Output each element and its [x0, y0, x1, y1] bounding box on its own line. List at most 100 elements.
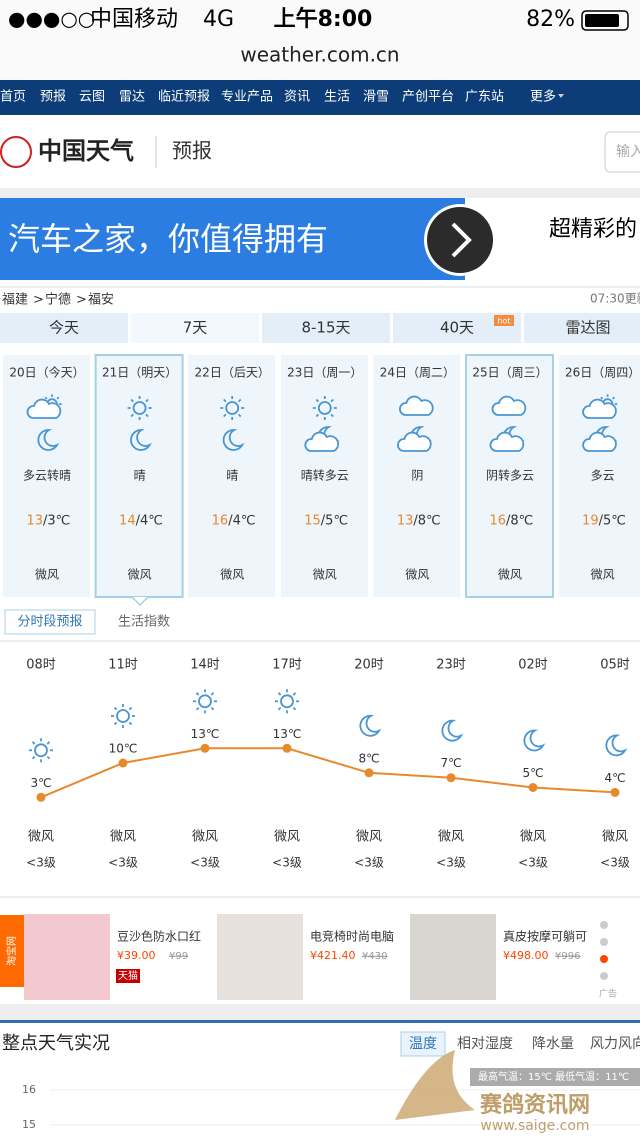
carousel-dot[interactable] — [600, 955, 608, 963]
obs-title: 整点天气实况 — [2, 1033, 110, 1054]
subtab-label[interactable]: 生活指数 — [118, 615, 170, 630]
network: 4G — [203, 7, 234, 32]
product-price: ¥421.40 — [310, 949, 356, 962]
day-low: /5℃ — [321, 514, 348, 529]
sun-ray — [315, 413, 320, 418]
search-box[interactable] — [604, 131, 640, 173]
sun-icon — [34, 743, 48, 758]
update-time: 07:30更新 — [590, 291, 640, 306]
breadcrumb-sep: > — [76, 293, 87, 308]
carousel-dot[interactable] — [600, 938, 608, 946]
day-wind: 微风 — [220, 568, 244, 582]
product-image[interactable] — [217, 914, 303, 1000]
day-weather: 晴 — [134, 469, 146, 483]
hour-wind: 微风 — [602, 830, 628, 845]
tab-label: 雷达图 — [565, 319, 610, 337]
nav-item[interactable]: 资讯 — [284, 90, 310, 105]
temp-point — [118, 758, 128, 768]
banner-button[interactable] — [427, 207, 493, 273]
sun-ray — [600, 396, 604, 400]
day-card[interactable] — [280, 355, 368, 597]
product-old-price: ¥430 — [362, 951, 387, 962]
temp-point — [528, 783, 538, 792]
day-date: 22日（后天） — [195, 366, 270, 380]
tab[interactable] — [524, 313, 640, 343]
day-card[interactable] — [3, 355, 90, 597]
sun-ray — [315, 398, 320, 403]
day-card[interactable] — [465, 354, 554, 598]
hour-level: <3级 — [600, 856, 630, 870]
obs-tab[interactable]: 温度 — [409, 1036, 437, 1052]
hour-level: <3级 — [436, 856, 466, 870]
hour-wind: 微风 — [438, 830, 464, 845]
moon-icon — [359, 714, 382, 737]
temp-label: 7℃ — [440, 756, 461, 770]
temp-point — [200, 743, 210, 753]
brand-tag — [0, 915, 24, 987]
signal: ●●●○○ — [8, 7, 95, 31]
tab[interactable] — [0, 313, 128, 343]
day-high: 13 — [26, 514, 43, 529]
product-image[interactable] — [410, 914, 496, 1000]
obs-tab[interactable]: 降水量 — [532, 1036, 574, 1052]
sun-ray — [44, 396, 48, 400]
breadcrumb: 福安 — [88, 293, 114, 308]
day-wind: 微风 — [405, 568, 429, 582]
section-title: 预报 — [172, 139, 212, 163]
tab-label: 7天 — [183, 319, 208, 337]
nav-bar — [0, 80, 640, 115]
nav-caret — [558, 94, 564, 98]
gap — [0, 1004, 640, 1020]
nav-item[interactable]: 云图 — [79, 90, 105, 105]
temp-point — [364, 768, 374, 778]
obs-tab-active — [400, 1031, 446, 1057]
day-weather: 晴转多云 — [301, 468, 349, 483]
product-image[interactable] — [24, 914, 110, 1000]
sun-ray — [46, 741, 51, 745]
hot-badge — [494, 315, 514, 326]
carousel-dot[interactable] — [600, 972, 608, 980]
subtab[interactable] — [4, 609, 96, 635]
sun-ray — [145, 398, 149, 403]
carousel-dot[interactable] — [600, 921, 608, 929]
day-high: 14 — [119, 514, 136, 529]
search-placeholder: 输入 — [616, 144, 640, 160]
day-card[interactable] — [94, 354, 184, 598]
day-high: 15 — [304, 514, 321, 529]
nav-item[interactable]: 广东站 — [465, 90, 504, 105]
day-weather: 多云转晴 — [23, 468, 71, 483]
nav-item[interactable]: 产创平台 — [402, 90, 454, 105]
day-card[interactable] — [188, 355, 276, 597]
hour-label: 20时 — [354, 658, 384, 673]
sun-ray — [130, 398, 134, 403]
tab[interactable] — [131, 313, 259, 343]
sun-ray — [113, 721, 118, 726]
brand: 淘宝网 — [5, 936, 18, 966]
nav-item[interactable]: 更多 — [530, 89, 556, 105]
day-card[interactable] — [558, 355, 640, 597]
obs-tab[interactable]: 相对湿度 — [457, 1036, 513, 1052]
obs-tab[interactable]: 风力风向 — [590, 1036, 640, 1052]
nav-item[interactable]: 雷达 — [119, 90, 145, 105]
carrier: 中国移动 — [90, 7, 178, 32]
sun-icon — [317, 401, 332, 415]
nav-item[interactable]: 临近预报 — [158, 90, 210, 105]
nav-item[interactable]: 专业产品 — [221, 90, 273, 105]
nav-item[interactable]: 首页 — [0, 90, 26, 105]
tab[interactable] — [262, 313, 390, 343]
nav-item[interactable]: 滑雪 — [363, 90, 389, 105]
sun-ray — [31, 756, 36, 760]
sun-icon — [198, 694, 212, 709]
nav-item[interactable]: 预报 — [40, 90, 66, 105]
day-card[interactable] — [373, 355, 461, 597]
temp-label: 4℃ — [604, 771, 625, 785]
cloud-icon — [489, 431, 525, 452]
nav-item[interactable]: 生活 — [324, 90, 350, 105]
cloud-icon — [491, 395, 527, 416]
time: 上午8:00 — [274, 6, 373, 32]
day-low: /8℃ — [413, 514, 440, 529]
day-wind: 微风 — [591, 568, 615, 582]
hour-label: 14时 — [190, 658, 220, 673]
sun-ray — [292, 692, 297, 696]
